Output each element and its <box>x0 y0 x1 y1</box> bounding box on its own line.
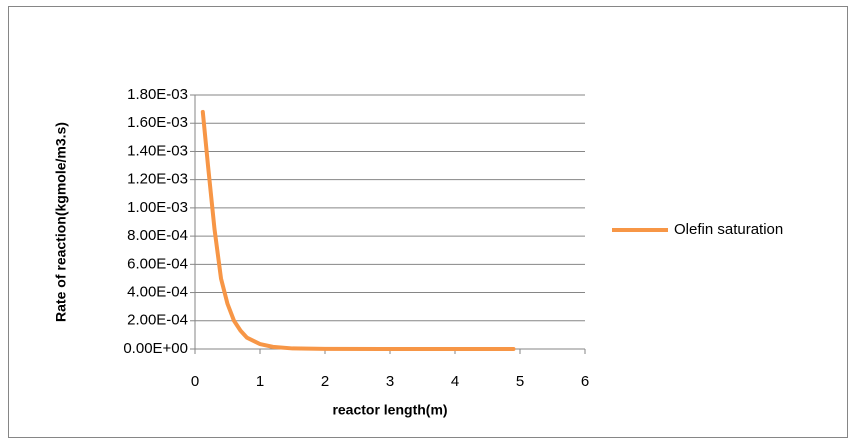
x-tick-label: 0 <box>191 373 199 390</box>
x-tick-label: 3 <box>386 373 394 390</box>
x-tick-label: 1 <box>256 373 264 390</box>
y-tick-label: 1.80E-03 <box>127 86 188 103</box>
chart-border <box>8 6 848 438</box>
x-tick-label: 2 <box>321 373 329 390</box>
x-axis-title: reactor length(m) <box>332 402 447 418</box>
y-tick-label: 4.00E-04 <box>127 284 188 301</box>
y-tick-label: 1.00E-03 <box>127 199 188 216</box>
y-tick-label: 8.00E-04 <box>127 227 188 244</box>
y-tick-label: 2.00E-04 <box>127 312 188 329</box>
y-tick-label: 1.40E-03 <box>127 142 188 159</box>
y-tick-label: 1.60E-03 <box>127 114 188 131</box>
y-axis-title: Rate of reaction(kgmole/m3.s) <box>53 122 69 322</box>
y-tick-label: 1.20E-03 <box>127 171 188 188</box>
x-tick-label: 5 <box>516 373 524 390</box>
y-tick-label: 6.00E-04 <box>127 255 188 272</box>
legend-label: Olefin saturation <box>674 221 783 238</box>
x-tick-label: 6 <box>581 373 589 390</box>
y-tick-label: 0.00E+00 <box>123 340 188 357</box>
x-tick-label: 4 <box>451 373 459 390</box>
data-line <box>200 109 516 351</box>
